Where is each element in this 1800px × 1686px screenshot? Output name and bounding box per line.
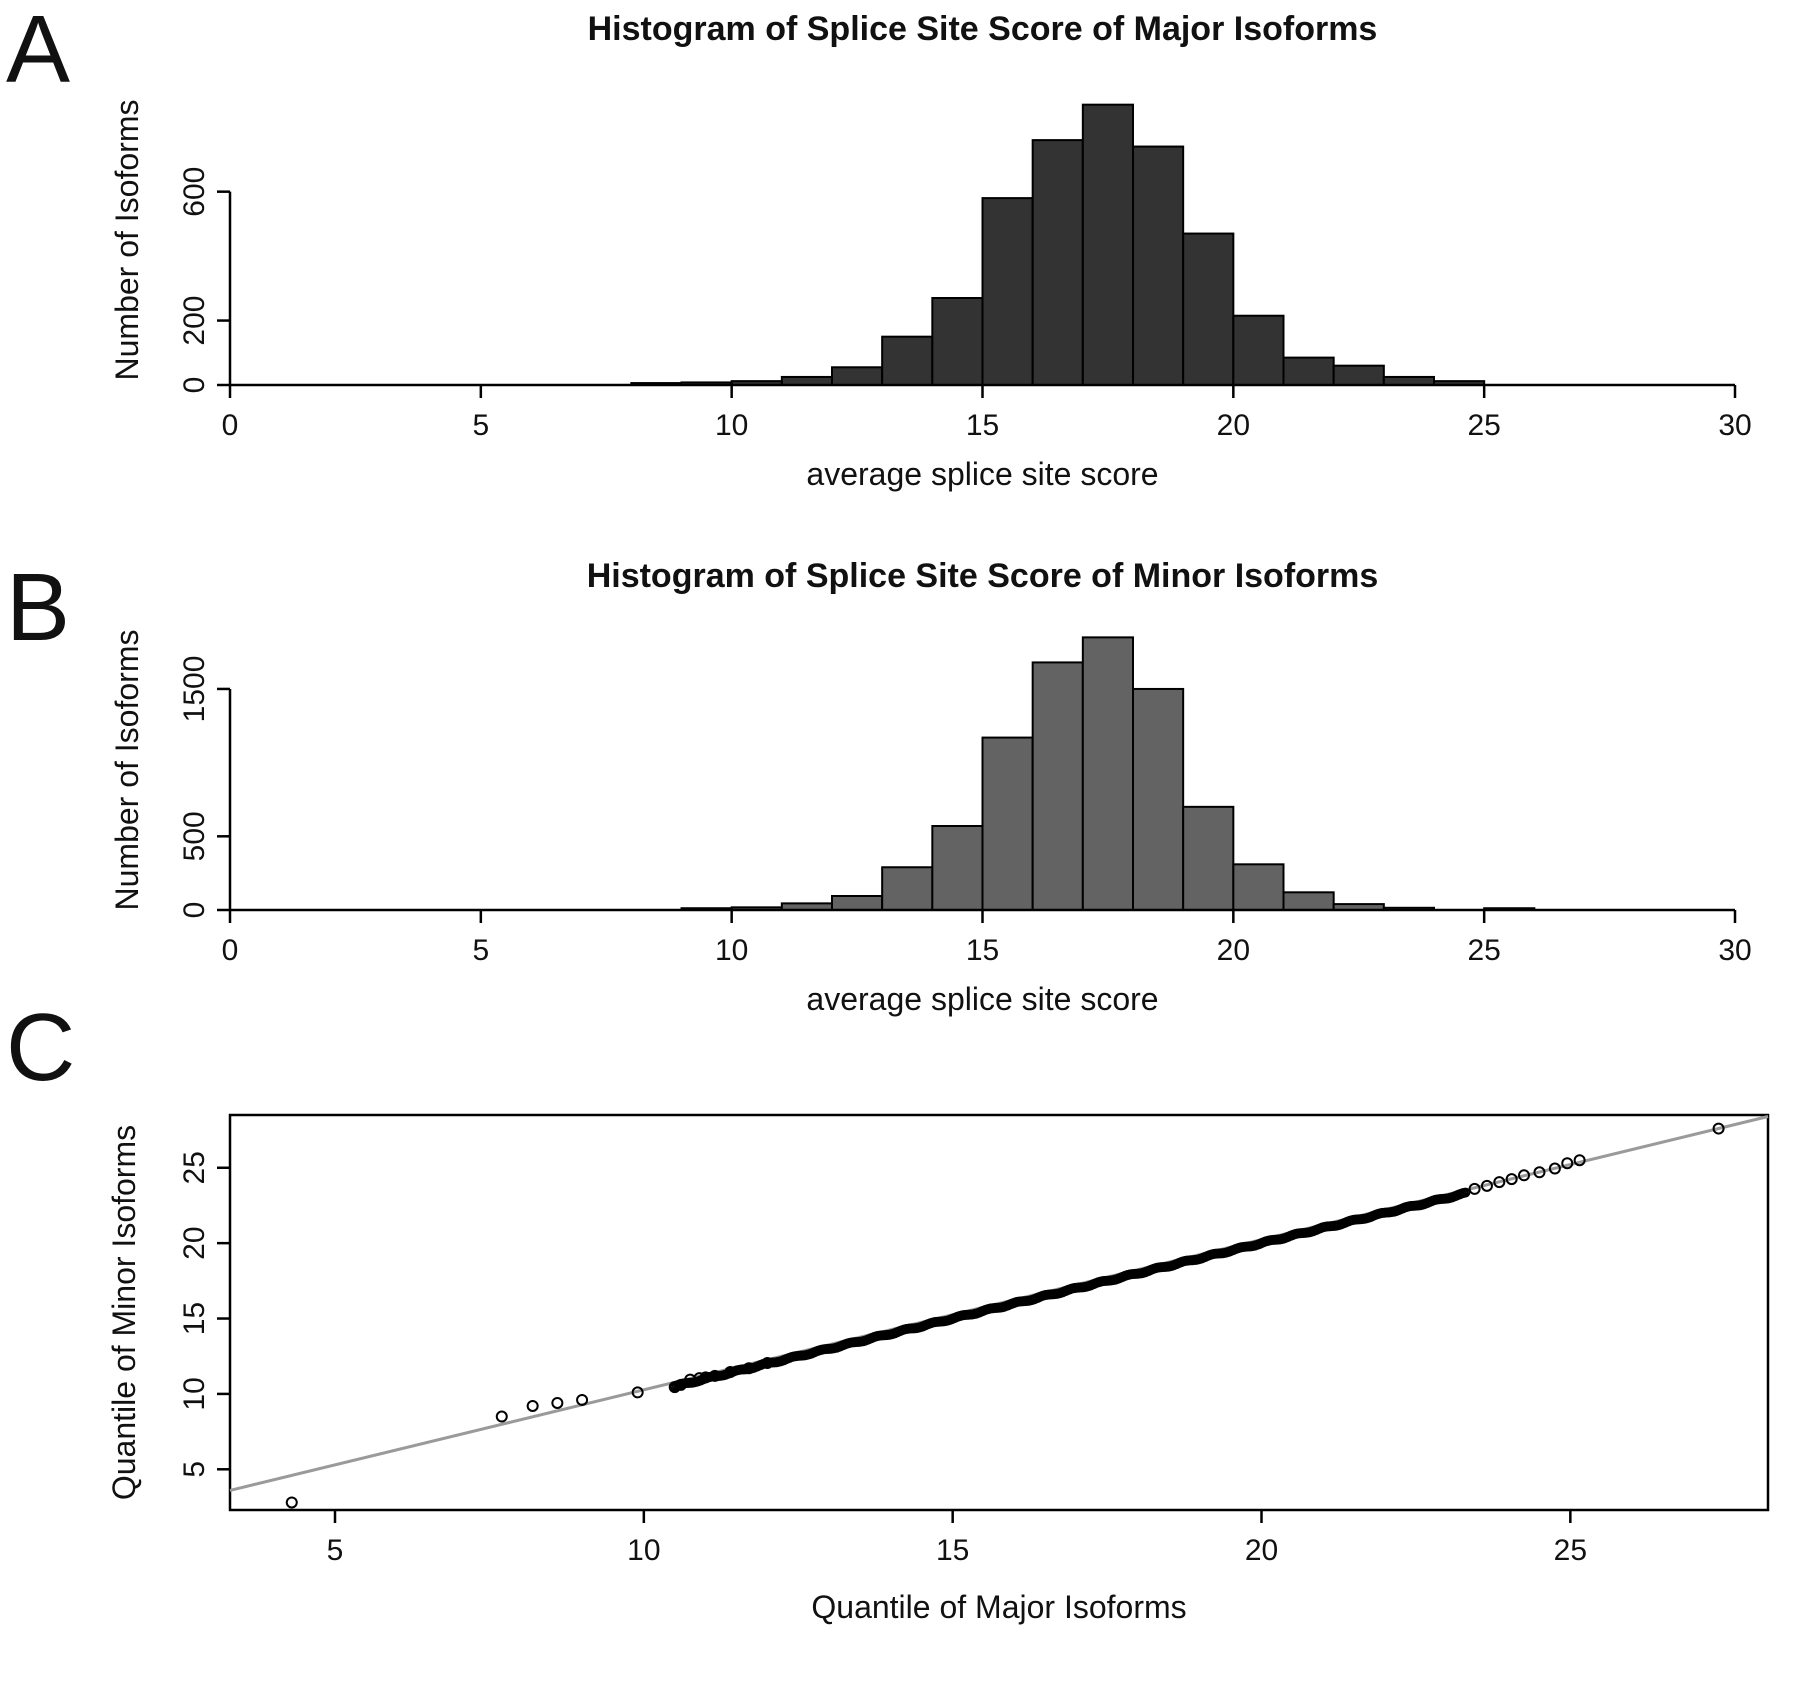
x-tick-label: 30 bbox=[1718, 934, 1751, 967]
x-tick-label: 5 bbox=[472, 409, 489, 442]
y-tick-label: 0 bbox=[178, 902, 211, 919]
qq-point bbox=[285, 1496, 298, 1509]
chart-title: Histogram of Splice Site Score of Minor … bbox=[587, 557, 1379, 595]
histogram-bar bbox=[931, 825, 984, 911]
histogram-bar bbox=[1182, 232, 1235, 386]
histogram-bar bbox=[981, 736, 1034, 911]
histogram-bar bbox=[881, 335, 934, 386]
y-tick-label: 600 bbox=[178, 167, 211, 217]
qq-point bbox=[1480, 1179, 1493, 1192]
panel-a-label: A bbox=[6, 0, 71, 103]
panel-b-histogram-minor-isoforms: Histogram of Splice Site Score of Minor … bbox=[109, 557, 1752, 1017]
x-tick-label: 25 bbox=[1554, 1534, 1587, 1567]
qq-point bbox=[1493, 1176, 1506, 1189]
qq-point bbox=[708, 1369, 721, 1382]
y-tick-label: 1500 bbox=[178, 656, 211, 723]
qq-point bbox=[1505, 1173, 1518, 1186]
y-tick-label: 15 bbox=[178, 1302, 211, 1335]
y-tick-label: 5 bbox=[178, 1461, 211, 1478]
x-tick-label: 10 bbox=[715, 409, 748, 442]
x-tick-label: 30 bbox=[1718, 409, 1751, 442]
x-tick-label: 15 bbox=[936, 1534, 969, 1567]
x-axis-title: average splice site score bbox=[806, 981, 1158, 1017]
x-tick-label: 10 bbox=[627, 1534, 660, 1567]
qq-point bbox=[551, 1396, 564, 1409]
histogram-bar bbox=[1081, 636, 1135, 912]
x-tick-label: 20 bbox=[1245, 1534, 1278, 1567]
histogram-bar bbox=[1232, 863, 1285, 912]
histogram-bar bbox=[1031, 661, 1084, 911]
panel-c-label: C bbox=[6, 994, 76, 1101]
qq-point bbox=[761, 1357, 774, 1370]
histogram-bar bbox=[1132, 687, 1185, 911]
histogram-bar bbox=[1332, 364, 1385, 386]
x-tick-label: 20 bbox=[1217, 409, 1250, 442]
y-axis-title: Number of Isoforms bbox=[109, 630, 145, 911]
histogram-bar bbox=[1182, 805, 1235, 911]
x-tick-label: 0 bbox=[222, 409, 239, 442]
histogram-bar bbox=[981, 197, 1034, 386]
x-tick-label: 15 bbox=[966, 409, 999, 442]
y-tick-label: 10 bbox=[178, 1377, 211, 1410]
histogram-bar bbox=[1232, 314, 1285, 387]
qq-point bbox=[1518, 1169, 1531, 1182]
qq-point bbox=[526, 1399, 539, 1412]
histogram-bar bbox=[1081, 103, 1135, 387]
chart-title: Histogram of Splice Site Score of Major … bbox=[588, 10, 1378, 48]
qq-point bbox=[1712, 1122, 1725, 1135]
histogram-bar bbox=[1132, 145, 1185, 386]
histogram-bar bbox=[1282, 891, 1335, 912]
histogram-bar bbox=[881, 866, 934, 911]
x-tick-label: 25 bbox=[1467, 409, 1500, 442]
y-tick-label: 25 bbox=[178, 1151, 211, 1184]
qq-point bbox=[1533, 1166, 1546, 1179]
x-tick-label: 10 bbox=[715, 934, 748, 967]
y-axis-title: Number of Isoforms bbox=[109, 100, 145, 381]
x-tick-label: 20 bbox=[1217, 934, 1250, 967]
qq-point bbox=[1468, 1182, 1481, 1195]
qq-point bbox=[1561, 1157, 1574, 1170]
y-tick-label: 20 bbox=[178, 1226, 211, 1259]
y-axis-title: Quantile of Minor Isoforms bbox=[106, 1125, 142, 1500]
qq-point bbox=[495, 1410, 508, 1423]
histogram-bar bbox=[831, 895, 884, 911]
panel-a-histogram-major-isoforms: Histogram of Splice Site Score of Major … bbox=[109, 10, 1752, 492]
y-tick-label: 500 bbox=[178, 811, 211, 861]
qq-point bbox=[674, 1378, 687, 1391]
x-axis-title: Quantile of Major Isoforms bbox=[811, 1589, 1186, 1625]
qq-point bbox=[742, 1362, 755, 1375]
qq-point bbox=[631, 1386, 644, 1399]
panel-c-qq-plot: 5 10 15 20 25 5 10 15 20 25 Quantile of Major Isof… bbox=[106, 1113, 1770, 1625]
y-tick-label: 200 bbox=[178, 296, 211, 346]
histogram-bar bbox=[1282, 356, 1335, 387]
qq-point bbox=[693, 1372, 706, 1385]
y-tick-label: 0 bbox=[178, 377, 211, 394]
x-axis-title: average splice site score bbox=[806, 456, 1158, 492]
x-tick-label: 15 bbox=[966, 934, 999, 967]
x-tick-label: 25 bbox=[1467, 934, 1500, 967]
histogram-bar bbox=[831, 366, 884, 386]
qq-point bbox=[1548, 1162, 1561, 1175]
x-tick-label: 5 bbox=[327, 1534, 344, 1567]
qq-point bbox=[1573, 1154, 1586, 1167]
qq-point bbox=[668, 1381, 681, 1394]
histogram-bar bbox=[931, 297, 984, 386]
qq-point bbox=[576, 1393, 589, 1406]
x-tick-label: 5 bbox=[472, 934, 489, 967]
histogram-bar bbox=[1031, 139, 1084, 386]
qq-point bbox=[724, 1366, 737, 1379]
panel-b-label: B bbox=[6, 554, 71, 661]
x-tick-label: 0 bbox=[222, 934, 239, 967]
